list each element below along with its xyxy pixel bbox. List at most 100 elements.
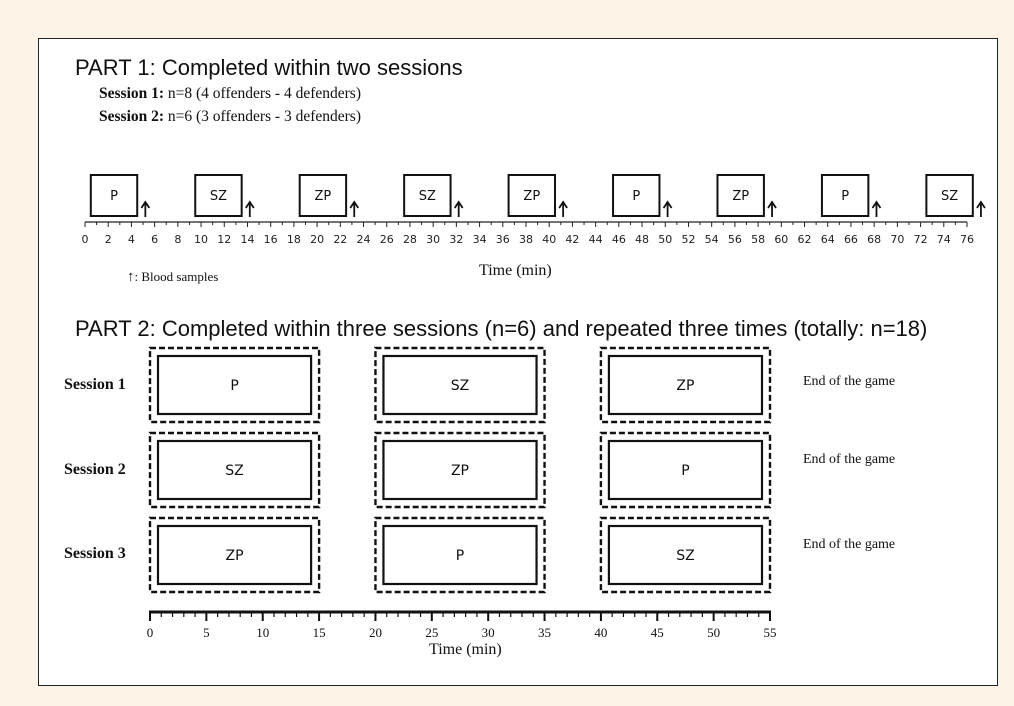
part2-block-sz: [156, 439, 313, 501]
part1-tick-label: 10: [194, 233, 208, 246]
part1-tick-label: 2: [105, 233, 112, 246]
part2-block-zp: [156, 524, 313, 586]
part1-block-sz: [403, 174, 452, 217]
part1-block-label: P: [632, 189, 640, 204]
session3-row-label: Session 3: [64, 545, 126, 562]
part2-tick-label: 35: [538, 625, 551, 640]
part2-block-zp: [607, 354, 764, 416]
part1-tick-label: 50: [658, 233, 672, 246]
part2-tick-label: 50: [707, 625, 720, 640]
part2-block-label: ZP: [451, 463, 469, 479]
part1-tick-label: 70: [890, 233, 904, 246]
part1-tick-label: 56: [728, 233, 742, 246]
part1-tick-label: 62: [798, 233, 812, 246]
part1-tick-label: 74: [937, 233, 951, 246]
part1-tick-label: 4: [128, 233, 135, 246]
part1-block-sz: [925, 174, 974, 217]
part1-title: PART 1: Completed within two sessions: [75, 55, 463, 80]
part2-title: PART 2: Completed within three sessions …: [75, 316, 928, 341]
part1-tick-label: 40: [542, 233, 556, 246]
part1-tick-label: 28: [403, 233, 417, 246]
part2-tick-label: 10: [256, 625, 269, 640]
part2-block-sz: [382, 354, 538, 416]
blood-sample-arrow-icon: [349, 200, 359, 217]
part2-tick-label: 55: [764, 625, 777, 640]
part2-block-label: SZ: [451, 378, 469, 394]
part2-timeline: P SZ ZP SZ ZP P ZP P SZ 0 5 10 15 20 25 30 35 40 45 50 55: [147, 346, 777, 640]
part1-tick-label: 54: [705, 233, 719, 246]
session1-row-label: Session 1: [64, 376, 126, 393]
part1-block-label: P: [110, 189, 118, 204]
part2-block-zp: [382, 439, 538, 501]
part1-tick-label: 72: [914, 233, 928, 246]
part1-tick-label: 36: [496, 233, 510, 246]
part1-tick-label: 44: [589, 233, 603, 246]
part1-block-label: SZ: [419, 189, 436, 204]
blood-sample-arrow-icon: [662, 200, 673, 217]
part1-tick-label: 34: [473, 233, 487, 246]
part1-block-zp: [298, 174, 348, 217]
part1-tick-label: 8: [174, 233, 181, 246]
part1-tick-label: 16: [264, 233, 278, 246]
part2-block-p: [382, 524, 538, 586]
part1-tick-label: 12: [217, 233, 231, 246]
session2-text: n=6 (3 offenders - 3 defenders): [167, 108, 361, 125]
part2-tick-label: 20: [369, 625, 382, 640]
part2-tick-label: 0: [147, 625, 154, 640]
part1-tick-label: 42: [565, 233, 579, 246]
session2-label: Session 2:: [99, 108, 165, 125]
part1-tick-label: 26: [380, 233, 394, 246]
part1-block-p: [89, 174, 139, 217]
blood-samples-legend-text: : Blood samples: [134, 269, 219, 284]
part1-block-label: ZP: [523, 189, 540, 204]
part2-block-p: [607, 439, 764, 501]
part1-tick-label: 38: [519, 233, 533, 246]
part1-tick-label: 22: [333, 233, 347, 246]
part2-tick-label: 30: [482, 625, 495, 640]
blood-sample-arrow-icon: [558, 200, 568, 217]
part1-tick-label: 18: [287, 233, 301, 246]
part2-block-sz: [607, 524, 764, 586]
part2-block-label: SZ: [676, 548, 694, 564]
part2-tick-label: 5: [203, 625, 210, 640]
part1-tick-label: 6: [151, 233, 158, 246]
part2-block-label: SZ: [225, 463, 243, 479]
up-arrow-icon: ↑: [127, 269, 135, 285]
part2-tick-label: 15: [313, 625, 326, 640]
session3-end-label: End of the game: [803, 537, 896, 552]
session1-label: Session 1:: [99, 85, 165, 102]
part1-tick-label: 30: [426, 233, 440, 246]
blood-sample-arrow-icon: [871, 200, 882, 217]
part1-block-sz: [194, 174, 243, 217]
part1-axis-label: Time (min): [479, 262, 552, 279]
part1-block-label: P: [841, 189, 849, 204]
part1-block-label: SZ: [941, 189, 958, 204]
part1-tick-label: 66: [844, 233, 858, 246]
part2-tick-label: 40: [594, 625, 607, 640]
part1-tick-label: 68: [867, 233, 881, 246]
part1-block-zp: [507, 174, 557, 217]
part2-block-label: ZP: [226, 548, 244, 564]
part1-tick-label: 58: [751, 233, 765, 246]
part1-block-zp: [716, 174, 765, 217]
part2-block-label: P: [681, 463, 689, 479]
blood-sample-arrow-icon: [453, 200, 464, 217]
part1-block-p: [612, 174, 661, 217]
figure-frame: PART 1: Completed within two sessions Se…: [38, 38, 998, 686]
part1-tick-label: 14: [240, 233, 254, 246]
part1-tick-label: 60: [774, 233, 788, 246]
part1-tick-label: 32: [449, 233, 463, 246]
part1-block-label: ZP: [315, 189, 332, 204]
part1-tick-label: 24: [357, 233, 371, 246]
part2-axis-label: Time (min): [429, 641, 502, 658]
blood-sample-arrow-icon: [140, 200, 151, 217]
part1-tick-label: 46: [612, 233, 626, 246]
session1-description: Session 1: n=8 (4 offenders - 4 defender…: [99, 85, 361, 103]
part1-tick-label: 0: [82, 233, 89, 246]
part1-tick-label: 64: [821, 233, 835, 246]
session2-end-label: End of the game: [803, 452, 896, 467]
part2-block-p: [156, 354, 313, 416]
blood-samples-legend: ↑: Blood samples: [127, 269, 218, 286]
session2-row-label: Session 2: [64, 461, 126, 478]
blood-sample-arrow-icon: [245, 200, 255, 217]
